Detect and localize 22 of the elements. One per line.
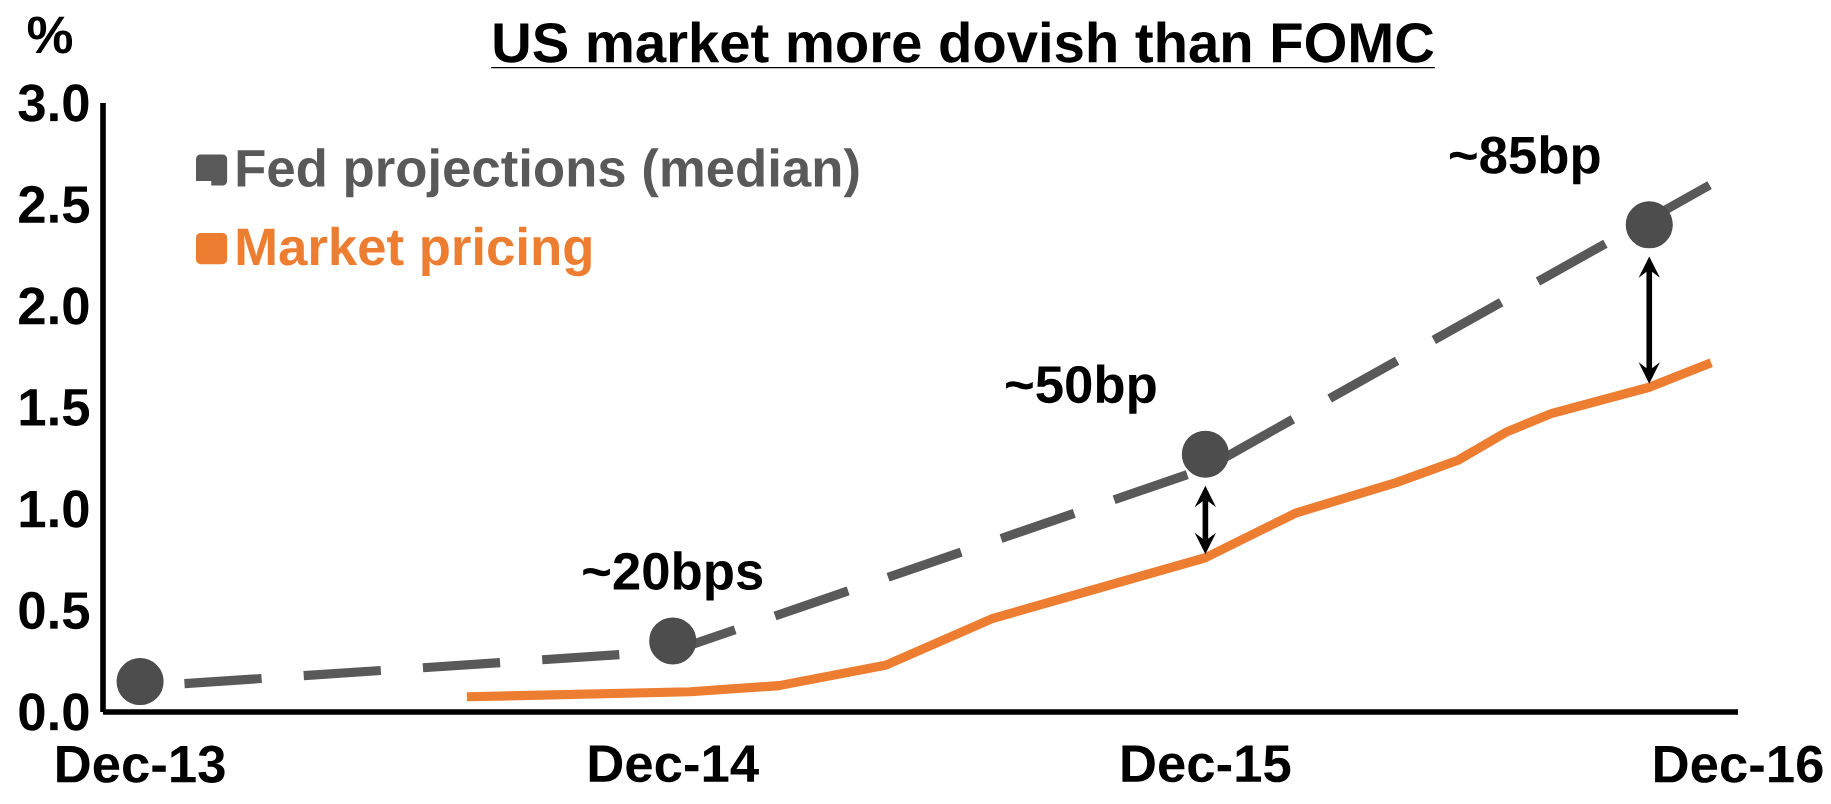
legend-label: Market pricing — [237, 226, 591, 277]
y-tick-label: 0.0 — [19, 693, 89, 731]
annotation: ~50bp — [1006, 364, 1156, 414]
annotation: ~20bps — [583, 551, 763, 601]
y-tick-label: 2.0 — [19, 287, 89, 325]
point — [649, 617, 697, 665]
y-axis-title: % — [27, 16, 73, 54]
x-tick-label: Dec-13 — [57, 745, 225, 783]
y-tick-label: 1.0 — [20, 490, 89, 528]
y-tick-label: 3.0 — [18, 84, 89, 122]
x-tick-label: Dec-14 — [589, 745, 759, 783]
y-tick-label: 2.5 — [19, 185, 90, 224]
chart-title: US market more dovish than FOMC — [494, 21, 1434, 63]
annotation: ~85bp — [1449, 135, 1600, 185]
x-tick-label: Dec-16 — [1655, 745, 1823, 783]
point — [1625, 201, 1673, 249]
x-tick-label: Dec-15 — [1122, 745, 1291, 783]
point — [1181, 430, 1229, 478]
point — [116, 658, 164, 706]
y-tick-label: 0.5 — [19, 591, 90, 630]
legend-label: Fed projections (median) — [237, 148, 859, 198]
y-tick-label: 1.5 — [20, 389, 90, 426]
